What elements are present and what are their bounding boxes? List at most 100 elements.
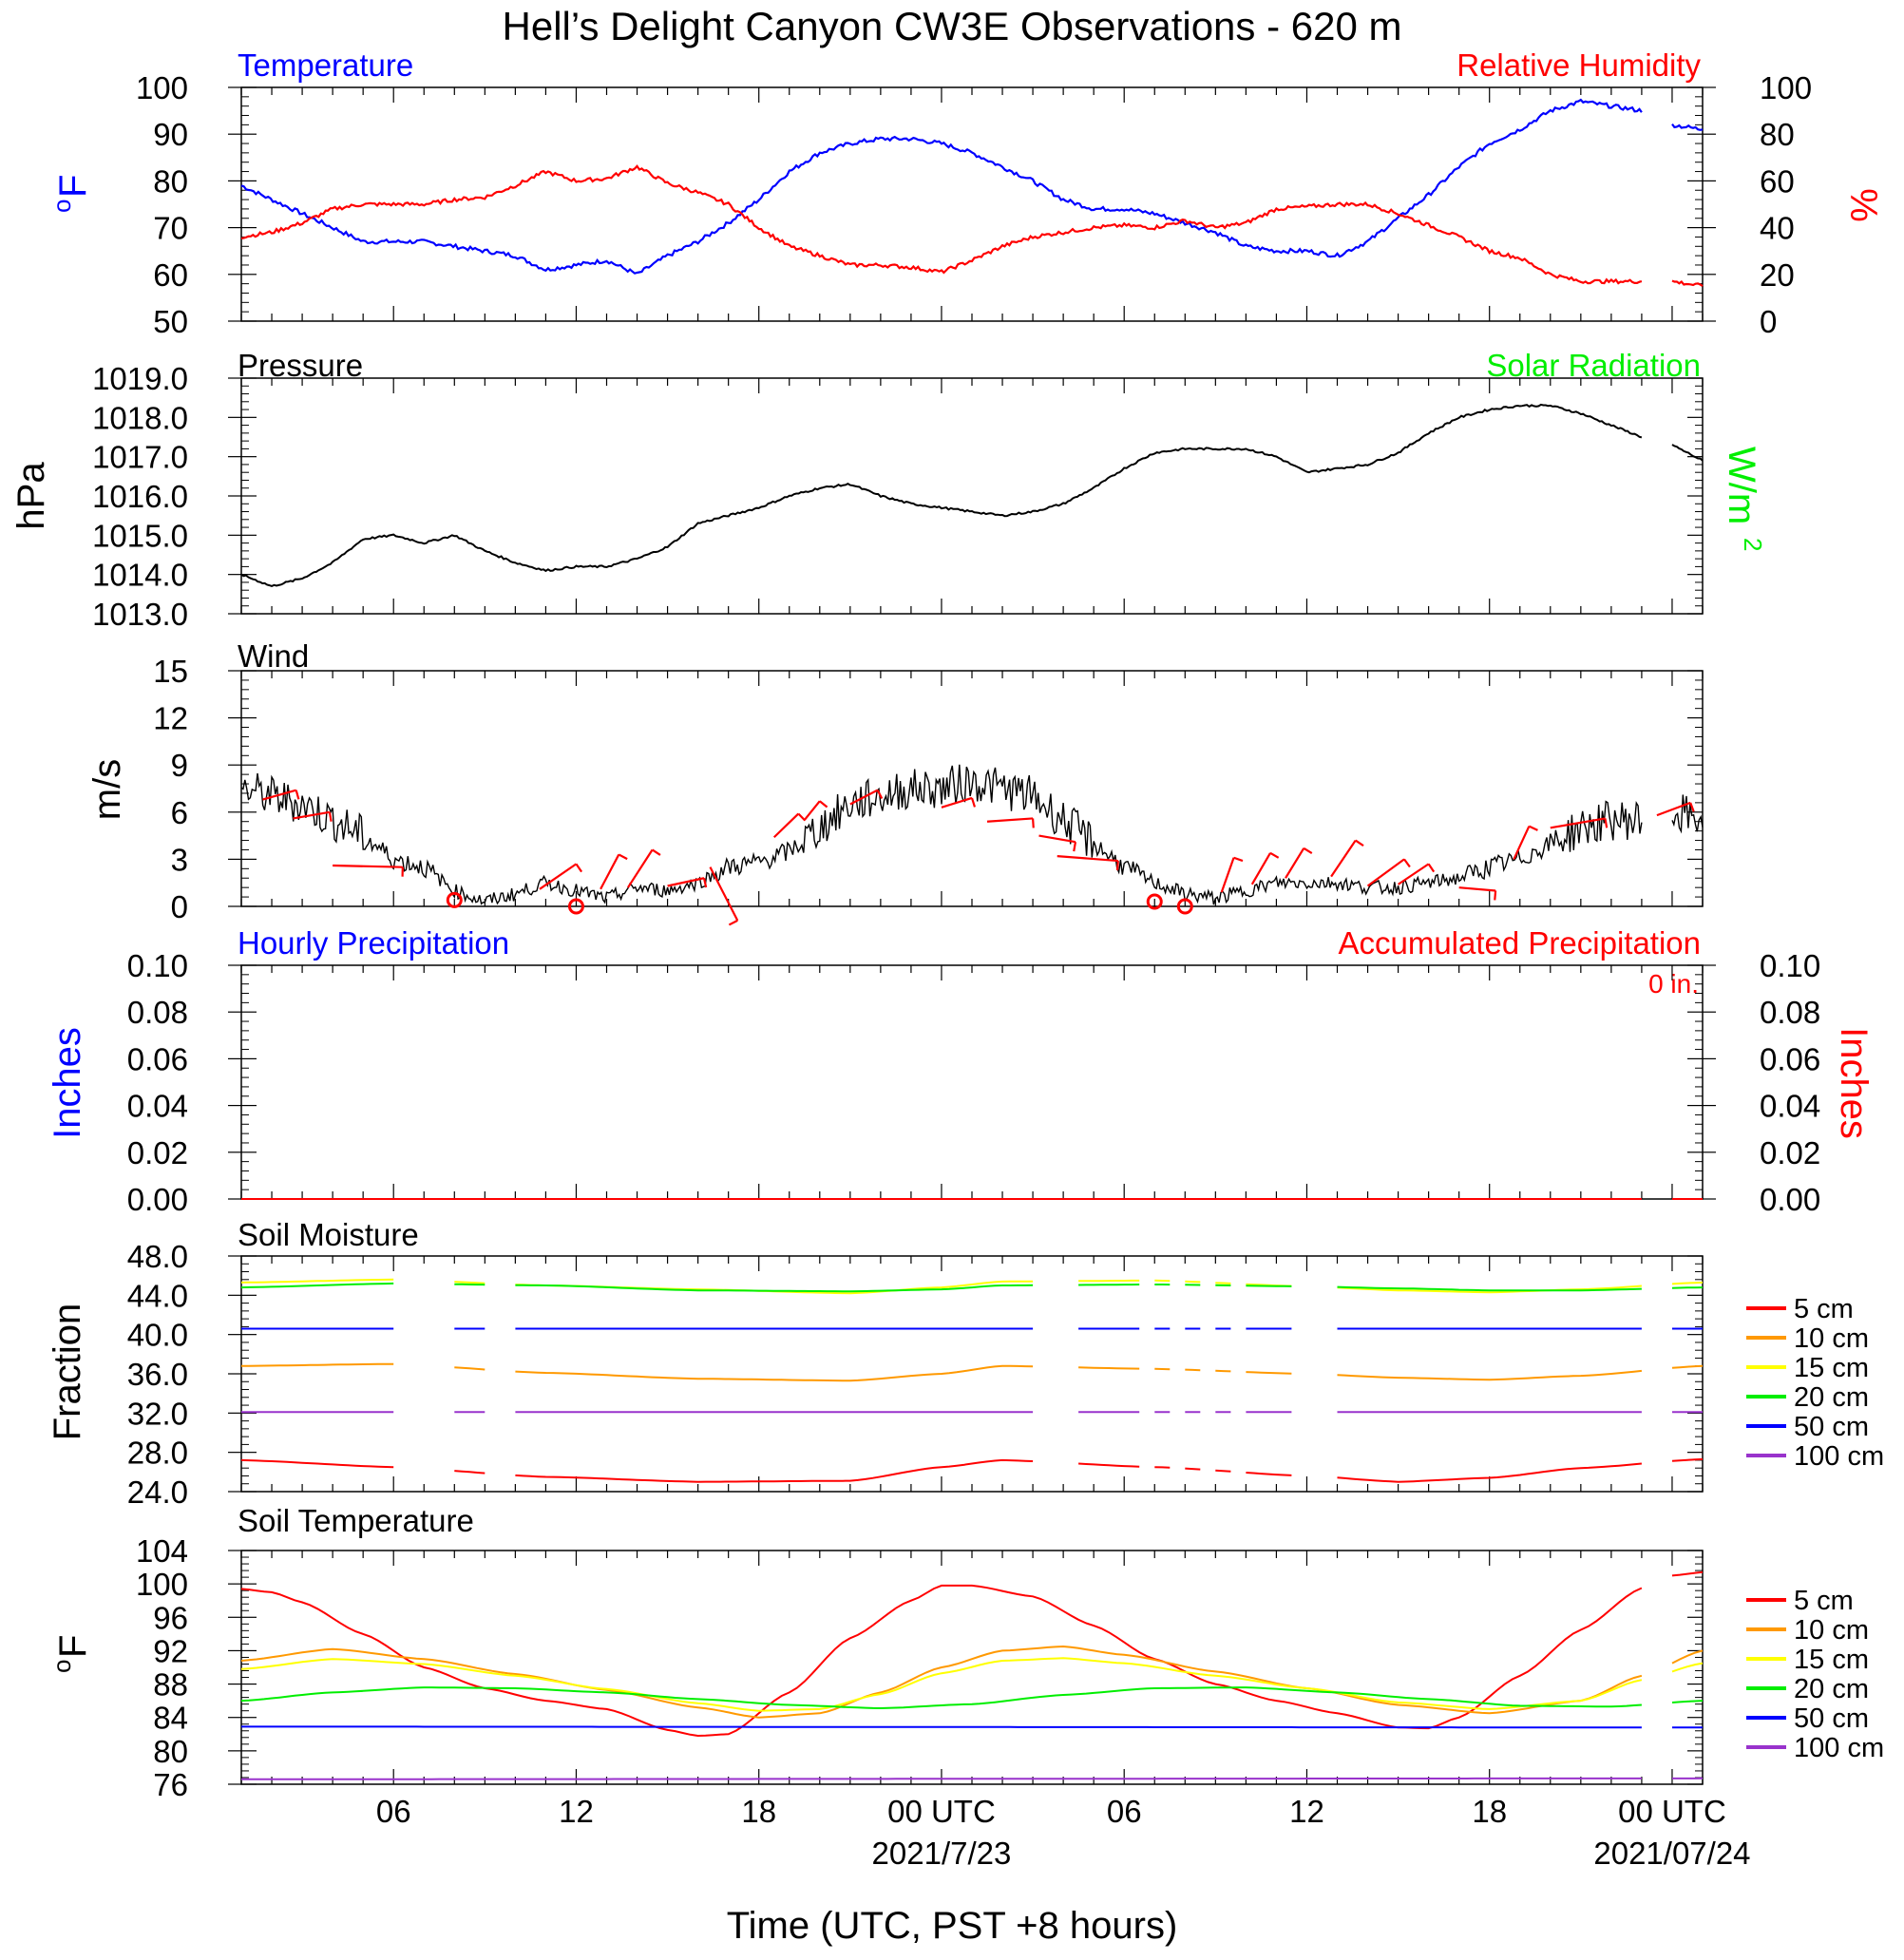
y-tick-label: 88 [153, 1667, 188, 1703]
accum-precip-title: Accumulated Precipitation [1338, 925, 1701, 961]
y-tick-label: 104 [136, 1533, 188, 1569]
y-tick-label: 1018.0 [92, 400, 188, 435]
right-tick-label: 40 [1760, 211, 1795, 246]
y-tick-label: 1013.0 [92, 597, 188, 632]
y-tick-label: 6 [171, 795, 188, 830]
x-tick-label: 18 [741, 1794, 776, 1829]
right-tick-label: 0.02 [1760, 1135, 1820, 1170]
y-tick-label: 12 [153, 701, 188, 736]
right-tick-label: 0.00 [1760, 1182, 1820, 1217]
temp-unit-letter: F [52, 175, 94, 198]
right-tick-label: 0 [1760, 304, 1777, 339]
x-tick-label: 12 [559, 1794, 594, 1829]
y-tick-label: 90 [153, 117, 188, 152]
rh-unit-label: % [1842, 188, 1884, 222]
soil-moisture-legend-label: 15 cm [1794, 1353, 1869, 1383]
wind-unit-label: m/s [86, 759, 128, 820]
x-tick-label: 06 [376, 1794, 411, 1829]
y-tick-label: 70 [153, 211, 188, 246]
wind-barb-flag [1033, 818, 1034, 828]
y-tick-label: 100 [136, 70, 188, 105]
soil-temp-legend-label: 15 cm [1794, 1645, 1869, 1675]
right-tick-label: 0.06 [1760, 1041, 1820, 1076]
y-tick-label: 1017.0 [92, 440, 188, 475]
x-tick-label: 00 UTC [887, 1794, 996, 1829]
y-tick-label: 9 [171, 748, 188, 783]
soil-temp-legend-label: 10 cm [1794, 1615, 1869, 1646]
soil-temp-legend-label: 5 cm [1794, 1586, 1854, 1616]
chart-title: Hell’s Delight Canyon CW3E Observations … [503, 4, 1402, 48]
soil-temp-legend-label: 100 cm [1794, 1733, 1884, 1763]
y-tick-label: 80 [153, 163, 188, 199]
right-tick-label: 0.04 [1760, 1089, 1820, 1124]
wind-barb-flag [1117, 861, 1118, 870]
hourly-precip-unit: Inches [47, 1027, 88, 1139]
x-tick-label: 18 [1472, 1794, 1507, 1829]
solar-unit-main: W/m [1721, 447, 1762, 524]
right-tick-label: 20 [1760, 257, 1795, 293]
right-tick-label: 80 [1760, 117, 1795, 152]
y-tick-label: 24.0 [127, 1475, 188, 1510]
x-axis-label: Time (UTC, PST +8 hours) [727, 1905, 1178, 1947]
y-tick-label: 0.08 [127, 995, 188, 1030]
x-tick-label: 12 [1289, 1794, 1324, 1829]
temp-unit-degree: o [48, 200, 76, 213]
y-tick-label: 0 [171, 889, 188, 924]
y-tick-label: 0.06 [127, 1041, 188, 1076]
soil-moisture-legend-label: 20 cm [1794, 1382, 1869, 1413]
soil-temp-title: Soil Temperature [238, 1503, 474, 1538]
y-tick-label: 76 [153, 1767, 188, 1802]
soil-moisture-legend-label: 50 cm [1794, 1412, 1869, 1442]
pressure-unit-label: hPa [10, 462, 52, 530]
y-tick-label: 60 [153, 257, 188, 293]
y-tick-label: 50 [153, 304, 188, 339]
y-tick-label: 1014.0 [92, 558, 188, 593]
y-tick-label: 44.0 [127, 1278, 188, 1313]
right-tick-label: 100 [1760, 70, 1812, 105]
y-tick-label: 1016.0 [92, 479, 188, 514]
y-tick-label: 100 [136, 1567, 188, 1602]
accum-precip-total: 0 in. [1648, 969, 1699, 999]
rh-panel-title: Relative Humidity [1457, 48, 1701, 83]
soil-moisture-legend-label: 5 cm [1794, 1294, 1854, 1324]
y-tick-label: 40.0 [127, 1318, 188, 1353]
soil-moisture-legend-label: 100 cm [1794, 1441, 1884, 1472]
accum-precip-unit: Inches [1833, 1027, 1875, 1139]
y-tick-label: 0.10 [127, 948, 188, 983]
y-tick-label: 0.04 [127, 1089, 188, 1124]
y-tick-label: 0.02 [127, 1135, 188, 1170]
right-tick-label: 60 [1760, 163, 1795, 199]
soil-moisture-legend-label: 10 cm [1794, 1323, 1869, 1354]
hourly-precip-title: Hourly Precipitation [238, 925, 509, 961]
y-tick-label: 3 [171, 842, 188, 877]
right-tick-label: 0.10 [1760, 948, 1820, 983]
soil-moisture-title: Soil Moisture [238, 1217, 419, 1252]
temp-panel-title: Temperature [238, 48, 413, 83]
soil-temp-legend-label: 50 cm [1794, 1703, 1869, 1734]
right-tick-label: 0.08 [1760, 995, 1820, 1030]
soil-moisture-unit: Fraction [47, 1303, 88, 1441]
x-tick-label: 00 UTC [1618, 1794, 1726, 1829]
soil-temp-unit-degree: o [48, 1660, 76, 1673]
y-tick-label: 32.0 [127, 1396, 188, 1431]
solar-unit-sup: 2 [1739, 538, 1767, 551]
x-date-label: 2021/7/23 [872, 1836, 1012, 1871]
y-tick-label: 1015.0 [92, 518, 188, 553]
y-tick-label: 96 [153, 1600, 188, 1635]
soil-temp-series-50cm [241, 1726, 1703, 1727]
soil-temp-legend-label: 20 cm [1794, 1674, 1869, 1704]
x-date-label: 2021/07/24 [1593, 1836, 1750, 1871]
x-tick-label: 06 [1107, 1794, 1142, 1829]
y-tick-label: 1019.0 [92, 361, 188, 396]
y-tick-label: 84 [153, 1701, 188, 1736]
y-tick-label: 36.0 [127, 1357, 188, 1392]
y-tick-label: 48.0 [127, 1239, 188, 1274]
soil-temp-unit-letter: F [52, 1635, 94, 1658]
y-tick-label: 80 [153, 1734, 188, 1769]
y-tick-label: 28.0 [127, 1436, 188, 1471]
y-tick-label: 92 [153, 1633, 188, 1668]
y-tick-label: 0.00 [127, 1182, 188, 1217]
y-tick-label: 15 [153, 654, 188, 689]
